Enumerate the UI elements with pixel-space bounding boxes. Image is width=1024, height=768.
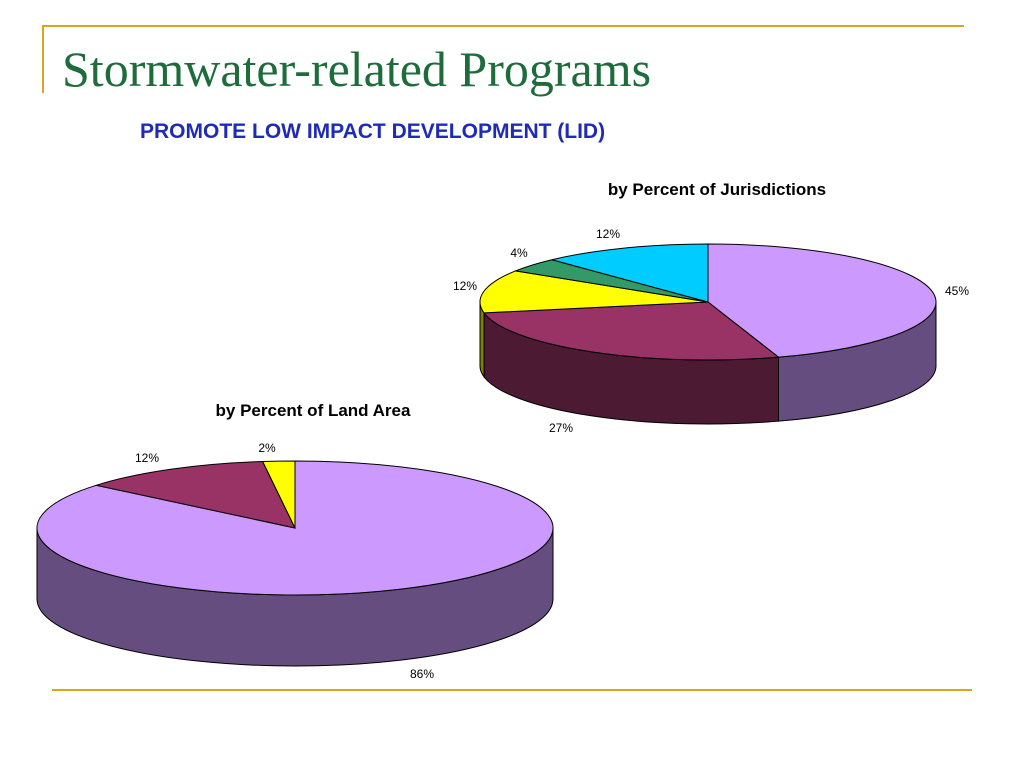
slide-title: Stormwater-related Programs bbox=[62, 41, 652, 97]
frame-left-rule bbox=[42, 25, 44, 93]
pie-side-jurisdictions-2 bbox=[479, 301, 485, 379]
slice-label-jurisdictions-3: 4% bbox=[510, 246, 528, 260]
slice-label-jurisdictions-4: 12% bbox=[596, 227, 620, 241]
pie-chart-land-area: by Percent of Land Area 86% 12% 2% bbox=[36, 401, 554, 681]
slice-label-jurisdictions-2: 12% bbox=[453, 279, 477, 293]
pie-slice-jurisdictions-1 bbox=[483, 301, 780, 361]
pie-tops bbox=[479, 243, 937, 361]
pie-chart-jurisdictions: by Percent of Jurisdictions 45% 27% 12% 4% 1… bbox=[453, 180, 969, 435]
slide-subtitle: PROMOTE LOW IMPACT DEVELOPMENT (LID) bbox=[140, 120, 606, 143]
chart-title-land-area: by Percent of Land Area bbox=[216, 401, 411, 420]
slice-label-land-area-1: 12% bbox=[135, 451, 159, 465]
pie-slice-jurisdictions-0 bbox=[707, 243, 937, 358]
slice-label-jurisdictions-0: 45% bbox=[945, 284, 969, 298]
pie-slice-land-area-1 bbox=[94, 461, 296, 529]
chart-title-jurisdictions: by Percent of Jurisdictions bbox=[608, 180, 826, 199]
pie-slice-jurisdictions-2 bbox=[479, 270, 709, 314]
slice-label-land-area-0: 86% bbox=[410, 667, 434, 681]
frame-top-rule bbox=[42, 25, 964, 27]
pie-slice-jurisdictions-4 bbox=[551, 243, 709, 303]
frame-bottom-rule bbox=[52, 689, 972, 691]
slice-label-jurisdictions-1: 27% bbox=[549, 421, 573, 435]
slice-label-land-area-2: 2% bbox=[258, 441, 276, 455]
pie-slice-land-area-2 bbox=[261, 460, 296, 529]
pie-tops bbox=[36, 460, 554, 596]
